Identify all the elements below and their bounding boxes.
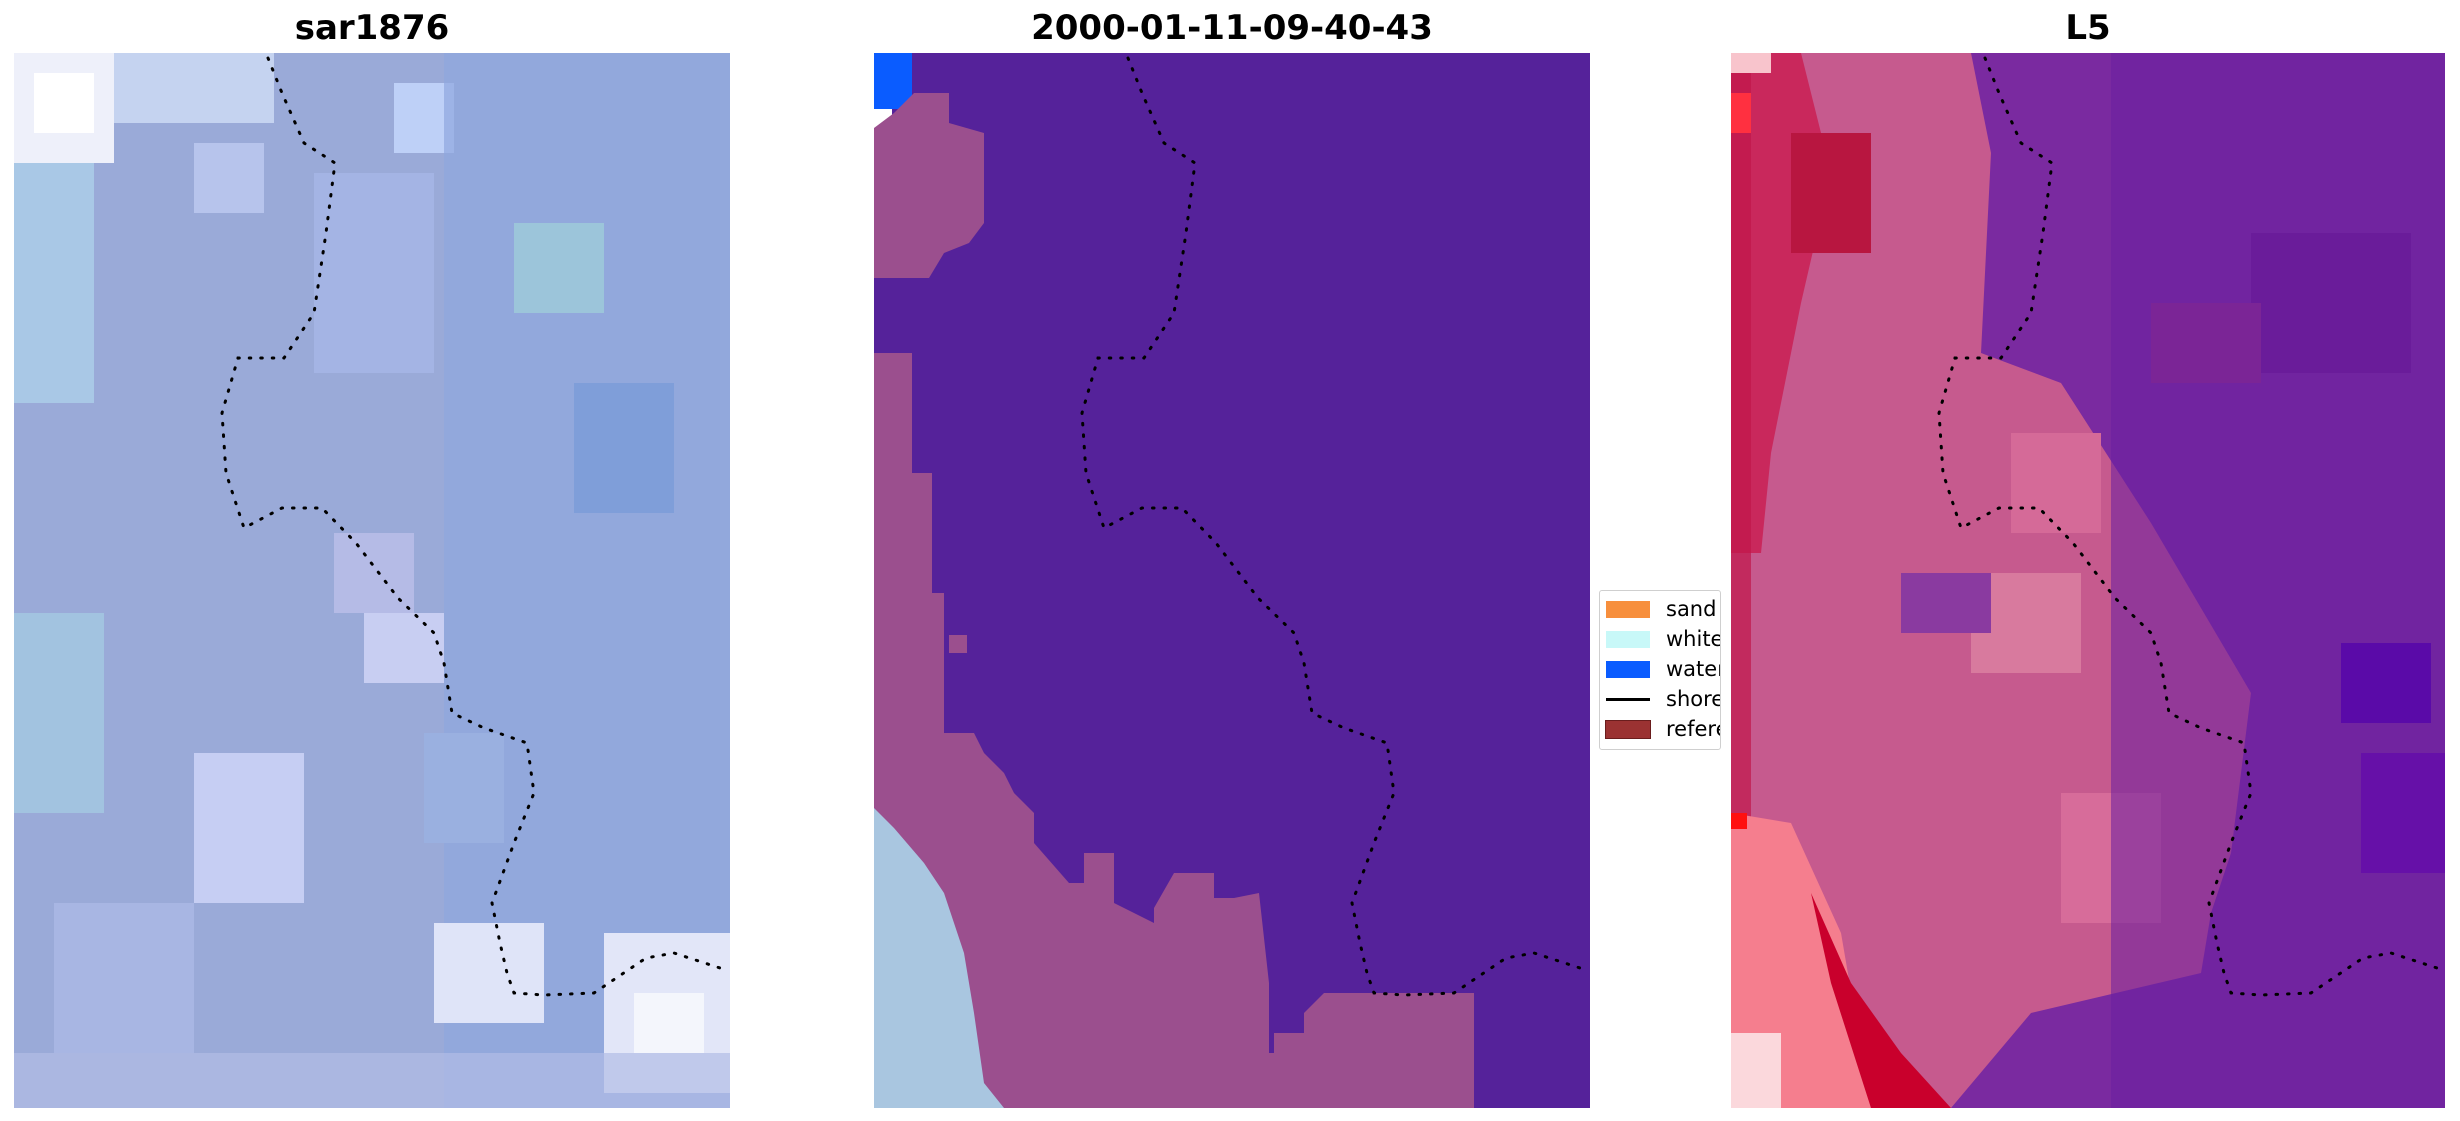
rgb-image-panel: [14, 53, 730, 1108]
rgb-image: [14, 53, 730, 1108]
sand-swatch: [1606, 600, 1650, 618]
classification-panel: [874, 53, 1590, 1108]
water-swatch: [1606, 660, 1650, 678]
legend-label: water: [1666, 657, 1721, 681]
index-heatmap: [1731, 53, 2445, 1108]
legend-item-water: water: [1606, 656, 1721, 682]
panel-title-rgb: sar1876: [294, 8, 450, 48]
shoreline-dots: [1080, 56, 1582, 997]
legend-label: sand: [1666, 597, 1717, 621]
reference-region-swatch: [1605, 719, 1651, 739]
shoreline-dots: [1937, 56, 2439, 997]
legend-label: reference region: [1666, 717, 1720, 741]
panel-title-classified: 2000-01-11-09-40-43: [1031, 8, 1433, 48]
panel-title-index: L5: [2065, 8, 2111, 48]
legend-item-sand: sand: [1606, 596, 1716, 622]
shoreline-line-icon: [1606, 697, 1650, 701]
legend-label: shoreline: [1666, 687, 1720, 711]
shoreline-dots: [220, 56, 722, 997]
whitewater-swatch: [1606, 630, 1650, 648]
index-heatmap-panel: [1731, 53, 2445, 1108]
classification-image: [874, 53, 1590, 1108]
legend-item-reference-region: reference region: [1605, 716, 1720, 742]
legend-item-shoreline: shoreline: [1606, 686, 1720, 712]
